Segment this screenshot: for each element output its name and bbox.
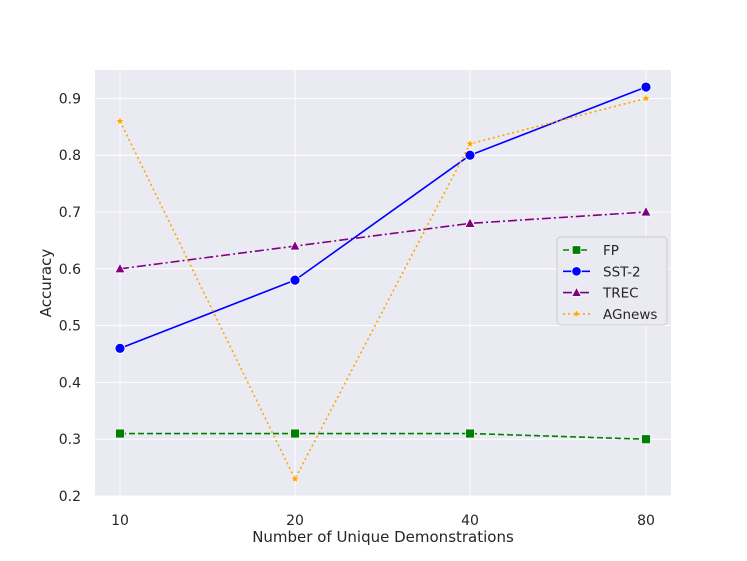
x-tick-label: 40 (461, 513, 479, 529)
x-axis-label: Number of Unique Demonstrations (252, 528, 514, 546)
data-point-square (115, 428, 125, 439)
legend-label: AGnews (603, 307, 657, 323)
y-tick-label: 0.2 (59, 489, 81, 505)
x-tick-label: 80 (637, 513, 655, 529)
legend-box (556, 236, 668, 326)
data-point-square (571, 245, 582, 255)
data-point-triangle (640, 205, 652, 217)
legend-label: SST-2 (603, 264, 641, 280)
legend-item: SST-2 (563, 264, 641, 280)
data-point-star (465, 138, 475, 149)
series-layer (114, 81, 652, 484)
tick-labels: 0.2 0.3 0.4 0.5 0.6 0.7 0.8 0.9 10 20 40 80 (59, 91, 655, 529)
y-axis-label: Accuracy (37, 249, 55, 318)
data-point-square (465, 428, 475, 439)
data-point-triangle (571, 286, 582, 297)
series-line (119, 211, 647, 270)
data-point-star (115, 115, 125, 126)
legend-label: TREC (602, 286, 639, 302)
y-tick-label: 0.9 (59, 91, 81, 107)
x-tick-label: 20 (286, 513, 304, 529)
data-point-star (571, 308, 582, 318)
legend-item: FP (563, 243, 619, 259)
y-tick-label: 0.7 (59, 205, 81, 221)
series-fp (115, 428, 651, 445)
legend-items: FP SST-2 TREC AGnews (563, 243, 657, 323)
legend-label: FP (603, 243, 619, 259)
series-line (119, 86, 647, 350)
legend: FP SST-2 TREC AGnews (556, 236, 668, 326)
data-point-triangle (114, 262, 126, 274)
y-tick-label: 0.3 (59, 432, 81, 448)
data-point-triangle (464, 217, 476, 228)
data-point-circle (464, 149, 476, 161)
y-tick-label: 0.6 (59, 262, 81, 278)
data-point-circle (289, 274, 301, 286)
y-tick-label: 0.4 (59, 375, 81, 391)
y-tick-label: 0.8 (59, 148, 81, 164)
x-tick-label: 10 (111, 513, 129, 529)
data-point-star (290, 473, 300, 484)
legend-item: AGnews (563, 307, 657, 323)
series-trec (114, 205, 652, 274)
data-point-triangle (289, 239, 301, 251)
series-sst-2 (114, 81, 652, 354)
legend-item: TREC (563, 286, 639, 302)
series-agnews (115, 93, 651, 484)
data-point-square (641, 434, 651, 445)
data-point-star (641, 93, 651, 103)
data-point-square (290, 428, 300, 439)
series-line (120, 432, 647, 440)
data-point-circle (114, 342, 126, 354)
data-point-circle (571, 266, 582, 277)
data-point-circle (640, 81, 652, 93)
y-tick-label: 0.5 (59, 319, 81, 335)
